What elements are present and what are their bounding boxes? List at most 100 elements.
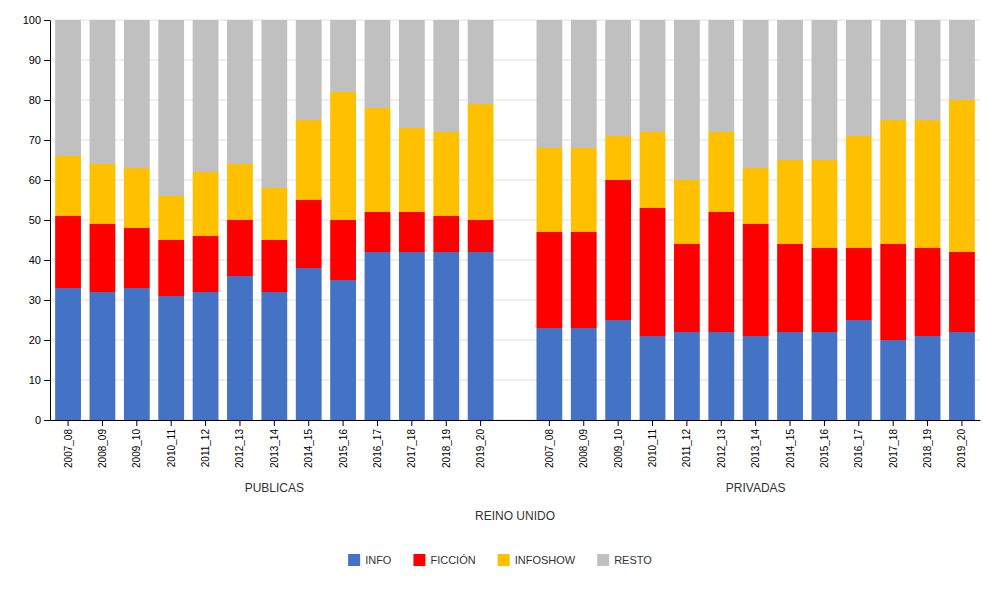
- x-tick: 2011_12: [200, 420, 211, 467]
- bar: [846, 248, 872, 320]
- grid-line: [50, 20, 980, 21]
- tick-label: 2016_17: [372, 429, 383, 468]
- bar: [674, 244, 700, 332]
- tick-mark: [44, 20, 50, 21]
- tick-mark: [790, 420, 791, 426]
- grid-line: [50, 420, 980, 421]
- tick-label: 40: [29, 254, 41, 266]
- bar: [605, 320, 631, 420]
- bar: [55, 156, 81, 216]
- tick-mark: [205, 420, 206, 426]
- x-axis-title: REINO UNIDO: [475, 509, 555, 523]
- bar: [605, 180, 631, 320]
- tick-mark: [308, 420, 309, 426]
- bar: [571, 20, 597, 148]
- legend-item: FICCIÓN: [413, 554, 475, 566]
- bar: [296, 200, 322, 268]
- bar: [193, 236, 219, 292]
- y-tick: 20: [29, 334, 50, 346]
- bar: [777, 20, 803, 160]
- y-tick: 10: [29, 374, 50, 386]
- tick-mark: [274, 420, 275, 426]
- bar: [949, 20, 975, 100]
- tick-label: 2019_20: [475, 429, 486, 468]
- bar: [365, 108, 391, 212]
- legend-item: INFOSHOW: [498, 554, 576, 566]
- legend-label: FICCIÓN: [430, 554, 475, 566]
- bar: [124, 168, 150, 228]
- x-tick: 2010_11: [647, 420, 658, 467]
- bar: [812, 20, 838, 160]
- bar: [674, 180, 700, 244]
- bar: [330, 20, 356, 92]
- bar: [812, 160, 838, 248]
- bar: [55, 288, 81, 420]
- tick-mark: [44, 260, 50, 261]
- tick-label: 2017_18: [888, 429, 899, 468]
- bar: [365, 212, 391, 252]
- bar: [777, 332, 803, 420]
- x-tick: 2008_09: [97, 420, 108, 468]
- tick-mark: [44, 140, 50, 141]
- tick-label: 20: [29, 334, 41, 346]
- bar: [468, 20, 494, 104]
- bar: [365, 20, 391, 108]
- bar: [915, 20, 941, 120]
- tick-label: 2014_15: [785, 429, 796, 468]
- x-tick: 2015_16: [819, 420, 830, 468]
- tick-mark: [44, 60, 50, 61]
- bar: [640, 20, 666, 132]
- tick-mark: [961, 420, 962, 426]
- tick-label: 2007_08: [63, 429, 74, 468]
- bar: [915, 120, 941, 248]
- bar: [55, 20, 81, 156]
- y-tick: 90: [29, 54, 50, 66]
- y-tick: 0: [35, 414, 50, 426]
- tick-mark: [377, 420, 378, 426]
- tick-label: 2017_18: [406, 429, 417, 468]
- bar: [261, 240, 287, 292]
- bar: [365, 252, 391, 420]
- tick-label: 2012_13: [716, 429, 727, 468]
- tick-mark: [102, 420, 103, 426]
- bar: [880, 340, 906, 420]
- tick-mark: [44, 300, 50, 301]
- x-axis: 2007_08 2008_09 2009_10 2010_11 2011_12 2012_…: [51, 420, 981, 468]
- bar: [261, 292, 287, 420]
- grid-line: [50, 380, 980, 381]
- grid-line: [50, 300, 980, 301]
- grid-line: [50, 60, 980, 61]
- tick-mark: [893, 420, 894, 426]
- x-tick: 2007_08: [544, 420, 555, 468]
- bar: [158, 20, 184, 196]
- tick-label: 80: [29, 94, 41, 106]
- tick-label: 2018_19: [441, 429, 452, 468]
- chart: 01020304050607080901002007_082008_092009…: [0, 0, 1000, 600]
- bar: [536, 328, 562, 420]
- tick-mark: [44, 100, 50, 101]
- x-tick: 2018_19: [441, 420, 452, 468]
- x-tick: 2016_17: [372, 420, 383, 468]
- x-tick: 2009_10: [613, 420, 624, 468]
- tick-label: 2015_16: [338, 429, 349, 468]
- bar: [708, 132, 734, 212]
- tick-mark: [343, 420, 344, 426]
- tick-mark: [549, 420, 550, 426]
- bar: [777, 244, 803, 332]
- tick-label: 30: [29, 294, 41, 306]
- tick-mark: [583, 420, 584, 426]
- tick-label: 2009_10: [613, 429, 624, 468]
- legend-item: INFO: [348, 554, 392, 566]
- legend-item: RESTO: [597, 554, 652, 566]
- tick-mark: [755, 420, 756, 426]
- y-tick: 70: [29, 134, 50, 146]
- bar: [330, 280, 356, 420]
- tick-mark: [652, 420, 653, 426]
- tick-mark: [446, 420, 447, 426]
- bar: [708, 20, 734, 132]
- tick-label: 2018_19: [922, 429, 933, 468]
- bar: [605, 136, 631, 180]
- grid-line: [50, 180, 980, 181]
- x-tick: 2007_08: [63, 420, 74, 468]
- y-tick: 80: [29, 94, 50, 106]
